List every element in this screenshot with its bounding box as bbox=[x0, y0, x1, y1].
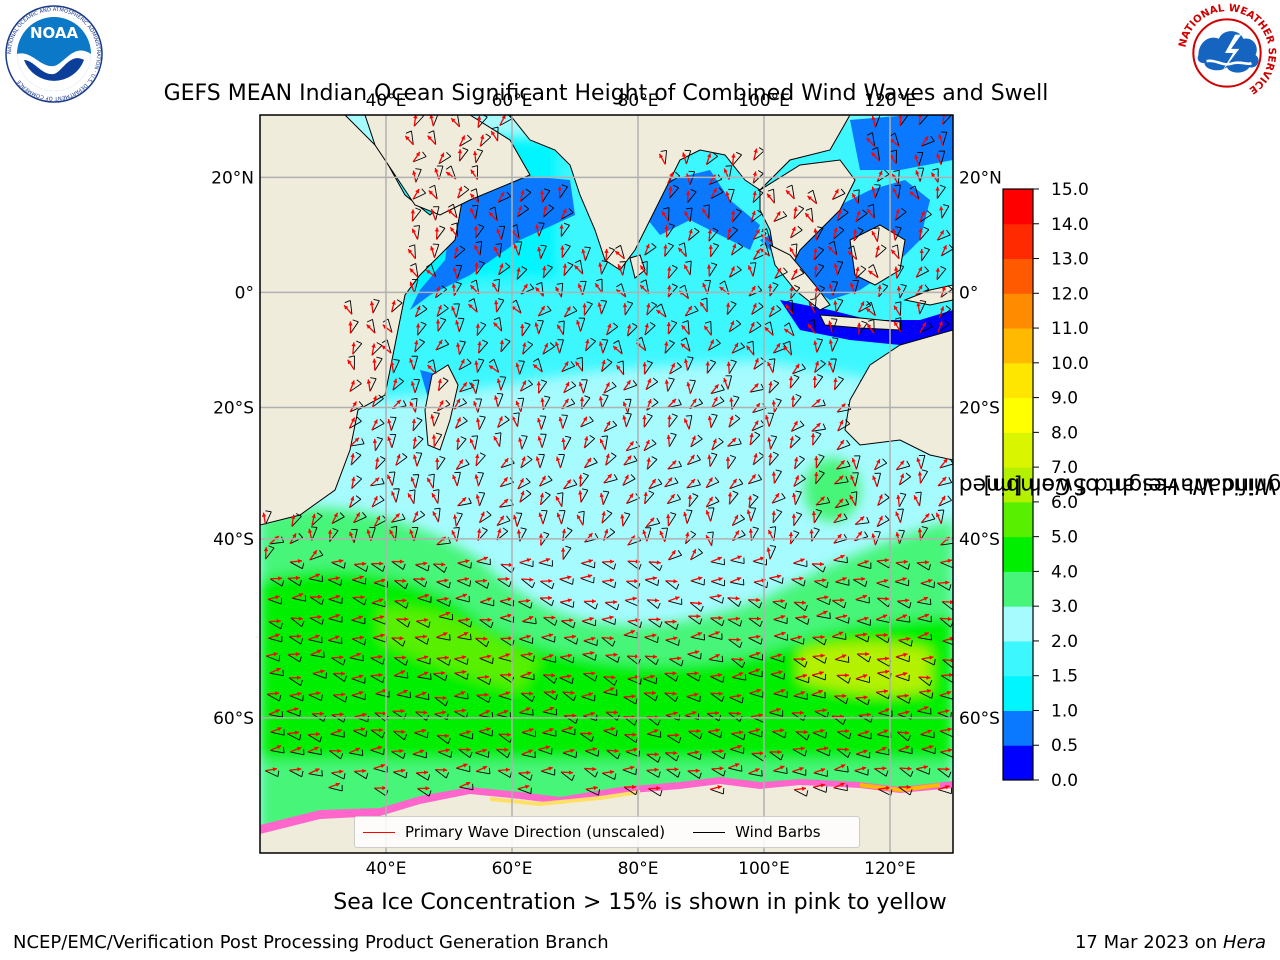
lat-tick-label: 40°S bbox=[959, 530, 1000, 550]
lon-ticks-top: 40°E 60°E 80°E 100°E 120°E bbox=[366, 91, 916, 111]
lat-tick-label: 20°S bbox=[213, 399, 254, 419]
lon-tick-label: 80°E bbox=[618, 859, 659, 879]
lat-tick-label: 40°S bbox=[213, 530, 254, 550]
wave-direction-layer bbox=[261, 115, 953, 791]
legend-label: Primary Wave Direction (unscaled) bbox=[405, 823, 666, 841]
lon-tick-label: 120°E bbox=[864, 91, 916, 111]
lat-ticks-right: 20°N 0° 20°S 40°S 60°S bbox=[959, 168, 1002, 729]
lat-tick-label: 0° bbox=[959, 283, 978, 303]
legend-swatch-red-line bbox=[363, 831, 395, 833]
land-sulawesi bbox=[903, 284, 953, 306]
footer-branch: NCEP/EMC/Verification Post Processing Pr… bbox=[13, 932, 609, 953]
colorbar-label-line-2: Wind Waves and Swell [m] bbox=[983, 472, 1277, 498]
lat-tick-label: 20°N bbox=[211, 168, 254, 188]
lat-tick-label: 20°N bbox=[959, 168, 1002, 188]
sea-ice-caption: Sea Ice Concentration > 15% is shown in … bbox=[333, 890, 947, 915]
lon-tick-label: 60°E bbox=[492, 91, 533, 111]
lon-tick-label: 80°E bbox=[618, 91, 659, 111]
legend-item-wave-direction: Primary Wave Direction (unscaled) bbox=[363, 823, 665, 841]
land-australia bbox=[844, 329, 953, 461]
land-africa bbox=[260, 115, 466, 526]
legend-swatch-black-line bbox=[693, 831, 726, 833]
lon-tick-label: 120°E bbox=[864, 859, 916, 879]
land-arabia bbox=[364, 115, 531, 216]
noaa-logo-text: NOAA bbox=[30, 24, 79, 42]
footer-date-text: 17 Mar 2023 on bbox=[1074, 932, 1223, 953]
noaa-logo: NOAA NATIONAL OCEANIC AND ATMOSPHERIC AD… bbox=[5, 5, 103, 103]
nws-logo: NATIONAL WEATHER SERVICE bbox=[1177, 3, 1277, 102]
lon-tick-label: 100°E bbox=[738, 91, 790, 111]
map-grid bbox=[260, 115, 953, 853]
lon-tick-label: 100°E bbox=[738, 859, 790, 879]
sea-ice bbox=[260, 777, 953, 834]
land-borneo bbox=[849, 224, 906, 286]
lat-tick-label: 60°S bbox=[213, 709, 254, 729]
lat-tick-label: 20°S bbox=[959, 399, 1000, 419]
lon-tick-label: 40°E bbox=[366, 859, 407, 879]
lon-ticks-bottom: 40°E 60°E 80°E 100°E 120°E bbox=[366, 859, 916, 879]
land-sumatra bbox=[769, 244, 831, 311]
footer-date: 17 Mar 2023 on Hera bbox=[1075, 932, 1266, 953]
lon-tick-label: 40°E bbox=[366, 91, 407, 111]
legend-label: Wind Barbs bbox=[735, 823, 821, 841]
footer-machine: Hera bbox=[1222, 932, 1266, 953]
lat-tick-label: 60°S bbox=[959, 709, 1000, 729]
lat-ticks-left: 20°N 0° 20°S 40°S 60°S bbox=[211, 168, 254, 729]
wind-barbs-layer bbox=[264, 115, 953, 797]
title-line-1: GEFS MEAN Indian Ocean Significant Heigh… bbox=[163, 81, 1049, 106]
lon-tick-label: 60°E bbox=[492, 859, 533, 879]
legend-item-wind-barbs: Wind Barbs bbox=[693, 823, 821, 841]
lat-tick-label: 0° bbox=[235, 283, 254, 303]
map-legend: Primary Wave Direction (unscaled) Wind B… bbox=[354, 816, 860, 848]
land-india bbox=[509, 115, 851, 271]
map-frame bbox=[259, 114, 954, 854]
